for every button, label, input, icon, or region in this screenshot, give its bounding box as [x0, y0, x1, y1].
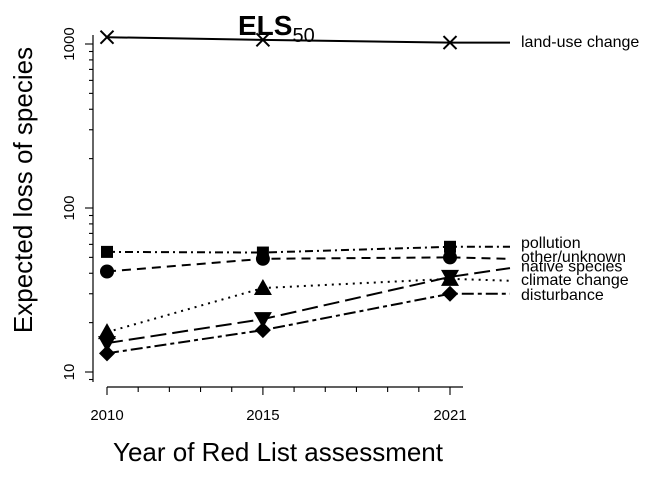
marker-x: [99, 30, 115, 45]
series-pollution: pollution: [101, 235, 581, 259]
marker-square: [101, 245, 113, 258]
marker-triangle-up: [98, 323, 116, 340]
x-tick-label: 2021: [433, 407, 466, 424]
x-axis-title: Year of Red List assessment: [113, 437, 444, 467]
marker-diamond: [442, 285, 458, 302]
series-label: land-use change: [521, 34, 639, 51]
series-line: [106, 292, 510, 355]
series-native-species: native species: [98, 258, 622, 353]
series-other-unknown: other/unknown: [100, 249, 626, 279]
marker-triangle-up: [253, 279, 272, 296]
marker-circle: [443, 250, 457, 265]
y-tick-label: 10: [61, 364, 78, 381]
series-label: climate change: [521, 272, 629, 289]
series-label: native species: [521, 258, 622, 275]
series-line: [106, 277, 511, 334]
axes: 10 100 1000 2010 2015 2021: [61, 27, 467, 424]
marker-circle: [100, 264, 114, 279]
marker-triangle-up: [441, 269, 459, 286]
series-line: [106, 267, 511, 345]
series-climate-change: climate change: [98, 269, 629, 340]
series-line: [106, 36, 510, 44]
marker-triangle-down: [253, 312, 272, 329]
marker-x: [442, 35, 458, 50]
y-tick-label: 1000: [61, 27, 78, 60]
chart-title-subscript: 50: [292, 25, 314, 47]
marker-square: [444, 240, 456, 253]
marker-triangle-down: [98, 336, 116, 353]
chart-title-main: ELS: [238, 10, 292, 41]
y-ticks: 10 100 1000: [61, 27, 93, 380]
chart-title: ELS50: [238, 10, 315, 47]
series-line: [106, 245, 510, 254]
marker-circle: [255, 251, 270, 266]
y-tick-label: 100: [61, 195, 78, 220]
series-label: other/unknown: [521, 249, 626, 266]
series-disturbance: disturbance: [99, 285, 604, 362]
marker-x: [255, 32, 271, 48]
marker-diamond: [99, 345, 115, 362]
series-label: pollution: [521, 235, 581, 252]
marker-diamond: [254, 322, 271, 339]
x-tick-label: 2010: [90, 407, 123, 424]
series-line: [106, 256, 511, 273]
series-label: disturbance: [521, 287, 604, 304]
y-axis-title: Expected loss of species: [8, 47, 38, 333]
x-ticks: 2010 2015 2021: [90, 387, 467, 424]
series-land-use-change: land-use change: [99, 30, 639, 51]
series-layer: land-use change pollutionother/unknownnat…: [98, 30, 639, 362]
x-tick-label: 2015: [246, 407, 279, 424]
